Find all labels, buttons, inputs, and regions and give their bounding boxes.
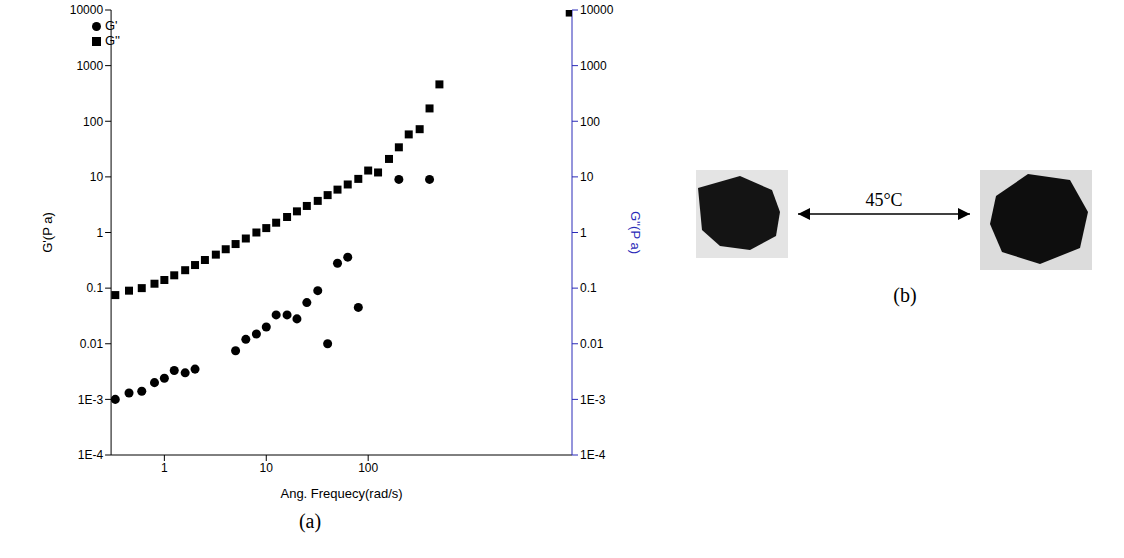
svg-text:1E-3: 1E-3	[580, 393, 606, 407]
svg-text:1E-3: 1E-3	[78, 393, 104, 407]
svg-text:100: 100	[358, 461, 378, 475]
svg-text:10000: 10000	[580, 3, 614, 17]
svg-text:0.01: 0.01	[580, 337, 604, 351]
svg-text:1E-4: 1E-4	[580, 448, 606, 462]
svg-text:100: 100	[580, 115, 600, 129]
svg-text:10: 10	[580, 170, 594, 184]
svg-text:1: 1	[580, 226, 587, 240]
svg-text:Ang. Frequecy(rad/s): Ang. Frequecy(rad/s)	[280, 486, 402, 501]
svg-text:0.01: 0.01	[80, 337, 104, 351]
svg-text:G'(P a): G'(P a)	[40, 212, 55, 253]
svg-text:0.1: 0.1	[580, 281, 597, 295]
svg-text:1000: 1000	[76, 59, 103, 73]
svg-text:G''(P a): G''(P a)	[628, 211, 643, 254]
svg-text:10: 10	[260, 461, 274, 475]
svg-text:1: 1	[161, 461, 168, 475]
svg-text:1: 1	[96, 226, 103, 240]
svg-text:(b): (b)	[893, 284, 916, 307]
svg-text:1000: 1000	[580, 59, 607, 73]
svg-text:10: 10	[90, 170, 104, 184]
svg-text:45°C: 45°C	[865, 190, 902, 210]
html-text:G': G'	[105, 18, 118, 33]
svg-text:0.1: 0.1	[86, 281, 103, 295]
html-text:G'': G''	[105, 33, 121, 48]
svg-text:1E-4: 1E-4	[78, 448, 104, 462]
html-text:(a): (a)	[298, 510, 322, 532]
svg-text:100: 100	[83, 115, 103, 129]
svg-text:10000: 10000	[70, 3, 104, 17]
